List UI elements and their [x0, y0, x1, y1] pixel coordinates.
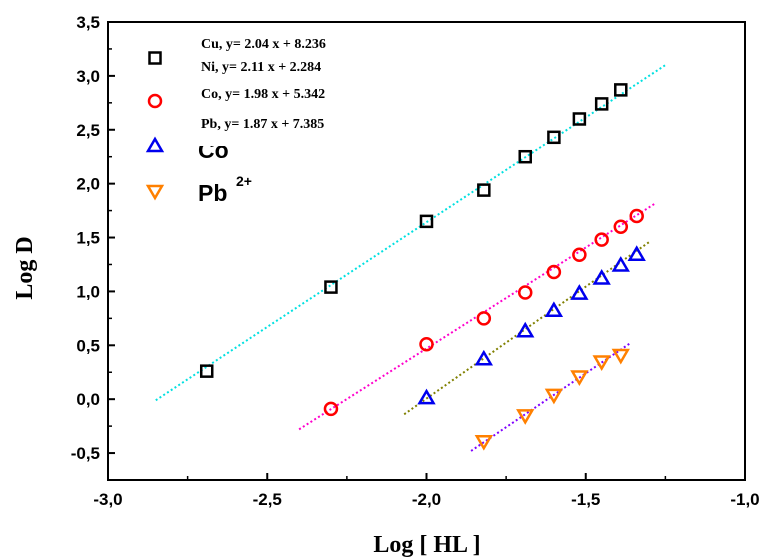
- legend-marker: [145, 136, 165, 153]
- legend-marker: [147, 93, 163, 109]
- data-point: [199, 364, 214, 378]
- data-point: [474, 434, 494, 451]
- data-point: [629, 208, 644, 224]
- y-tick-label: 2,5: [76, 121, 100, 140]
- x-tick-label: -1,0: [730, 490, 759, 509]
- data-point: [518, 149, 532, 164]
- data-point: [547, 130, 561, 145]
- data-point: [477, 183, 491, 197]
- y-tick-label: 0,0: [76, 390, 100, 409]
- data-point: [570, 284, 589, 300]
- x-tick-label: -2,0: [412, 490, 441, 509]
- y-tick-label: 2,0: [76, 175, 100, 194]
- data-point: [627, 245, 646, 262]
- x-tick-label: -3,0: [93, 490, 122, 509]
- data-point: [611, 348, 630, 365]
- data-point: [592, 355, 611, 371]
- y-tick-label: 3,0: [76, 67, 100, 86]
- equation-label: Co, y= 1.98 x + 5.342: [201, 87, 325, 102]
- data-point: [419, 214, 434, 229]
- data-point: [546, 264, 562, 280]
- data-point: [544, 388, 564, 405]
- data-point: [594, 232, 609, 247]
- data-point: [419, 336, 434, 352]
- data-point: [516, 321, 535, 338]
- legend-superscript: 2+: [236, 173, 252, 189]
- x-tick-label: -2,5: [253, 490, 282, 509]
- data-point: [611, 256, 630, 272]
- data-point: [544, 301, 564, 318]
- equation-label: Ni, y= 2.11 x + 2.284: [201, 60, 321, 75]
- legend-marker: [145, 184, 165, 201]
- data-point: [324, 280, 338, 294]
- y-axis-title: Log D: [12, 236, 38, 299]
- data-point: [323, 401, 339, 417]
- data-point: [476, 311, 492, 326]
- data-point: [614, 83, 628, 97]
- data-point: [594, 97, 609, 111]
- data-markers: [199, 83, 646, 451]
- data-point: [613, 219, 629, 235]
- y-tick-label: 3,5: [76, 13, 100, 32]
- y-tick-label: 1,0: [76, 282, 100, 301]
- y-tick-label: -0,5: [71, 444, 100, 463]
- legend-label: Pb: [198, 180, 227, 206]
- legend-mask: [190, 112, 420, 146]
- axis-ticks: -3,0 -2,5 -2,0 -1,5 -1,0 -0,5 0,0 0,5 1,0 1,5 2,0 2…: [71, 13, 760, 509]
- x-axis-title: Log [ HL ]: [373, 532, 480, 558]
- equation-label: Cu, y= 2.04 x + 8.236: [201, 37, 326, 52]
- data-point: [592, 268, 611, 285]
- data-point: [516, 409, 535, 425]
- data-point: [570, 370, 589, 387]
- x-tick-label: -1,5: [571, 490, 600, 509]
- data-point: [417, 388, 436, 405]
- y-tick-label: 1,5: [76, 229, 100, 248]
- data-point: [517, 285, 533, 300]
- data-point: [572, 112, 587, 126]
- legend-marker: [148, 51, 162, 65]
- data-point: [572, 247, 587, 263]
- y-tick-label: 0,5: [76, 336, 100, 355]
- data-point: [474, 349, 494, 366]
- equation-label: Pb, y= 1.87 x + 7.385: [201, 117, 324, 132]
